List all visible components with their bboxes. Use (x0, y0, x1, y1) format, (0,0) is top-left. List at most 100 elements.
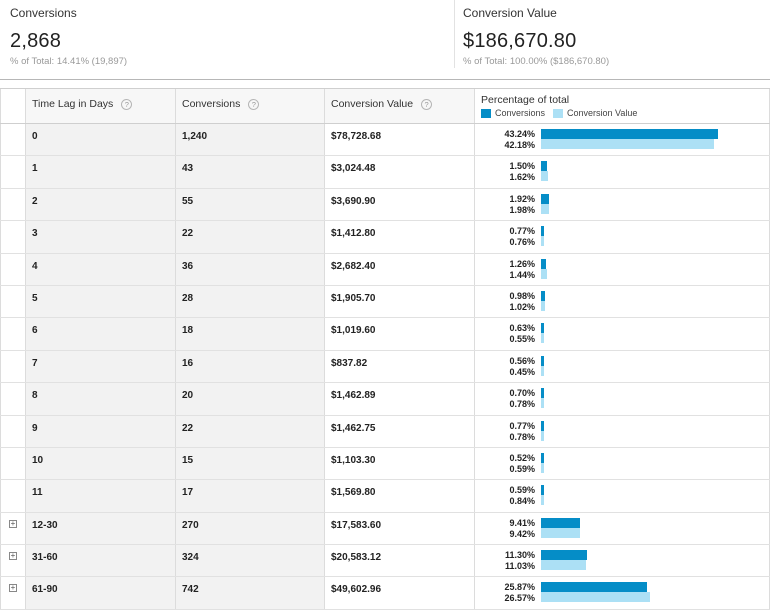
percentage-conversion-value: 0.45% (509, 366, 535, 377)
time-lag-days: 10 (32, 454, 44, 466)
percentage-conversion-value: 0.84% (509, 496, 535, 507)
table-row: 2 55 $3,690.90 1.92% 1.98% (0, 188, 770, 222)
expand-row-icon[interactable]: + (9, 583, 17, 593)
percentage-cell: 1.92% 1.98% (475, 188, 770, 221)
percentage-values: 43.24% 42.18% (475, 129, 535, 151)
time-lag-days: 0 (32, 131, 38, 142)
bar-conversions (541, 452, 544, 463)
conversions-count-cell: 43 (176, 156, 325, 188)
conversion-value-cell: $17,583.60 (325, 512, 475, 545)
bar-conversion-value (541, 560, 587, 571)
table-row: 8 20 $1,462.89 0.70% 0.78% (0, 383, 770, 416)
table-row: +12-30 270 $17,583.60 9.41% 9.42% (0, 512, 770, 546)
time-lag-days-cell: 11 (26, 480, 176, 512)
row-expand-cell (0, 221, 26, 253)
conversions-count: 55 (182, 195, 194, 207)
conversion-value-cell: $1,462.89 (325, 383, 475, 415)
percentage-conversions: 0.56% (509, 355, 535, 366)
bar-conversions (541, 420, 545, 431)
conversion-value-cell: $1,462.75 (325, 415, 475, 447)
expand-row-icon[interactable]: + (9, 551, 17, 561)
conversions-count: 22 (182, 228, 194, 240)
conversions-count: 28 (182, 292, 194, 304)
conversion-value-cell: $49,602.96 (325, 577, 475, 609)
time-lag-days: 11 (32, 487, 43, 499)
conversions-count: 15 (182, 454, 194, 466)
bar-conversion-value (541, 365, 544, 376)
percentage-values: 0.63% 0.55% (475, 323, 535, 345)
column-header-conversions[interactable]: Conversions ? (176, 89, 325, 123)
conversion-value-cell: $3,024.48 (325, 156, 475, 188)
percentage-conversions: 9.41% (509, 517, 535, 528)
help-icon[interactable]: ? (248, 98, 260, 110)
percentage-conversion-value: 0.78% (509, 431, 535, 442)
conversion-value: $3,024.48 (331, 163, 376, 175)
percentage-conversion-value: 0.59% (509, 463, 535, 474)
column-header-conversion-value[interactable]: Conversion Value ? (325, 89, 475, 123)
bar-conversion-value (541, 333, 544, 344)
table-body: 0 1,240 $78,728.68 43.24% 42.18% 1 43 $3,024.48… (0, 124, 770, 610)
conversion-value-cell: $3,690.90 (325, 188, 475, 221)
column-header-time-lag[interactable]: Time Lag in Days ? (26, 89, 176, 123)
time-lag-days-cell: 0 (26, 124, 176, 156)
conversions-count: 18 (182, 325, 194, 337)
table-header: Time Lag in Days ? Conversions ? Convers… (0, 89, 770, 124)
bar-conversion-value (541, 495, 545, 506)
percentage-cell: 0.52% 0.59% (475, 447, 770, 480)
row-expand-cell: + (0, 512, 26, 545)
conversion-value: $3,690.90 (331, 195, 376, 207)
help-icon[interactable]: ? (421, 98, 433, 110)
percentage-values: 0.98% 1.02% (475, 291, 535, 313)
conversions-count-cell: 17 (176, 480, 325, 512)
bar-conversions (541, 258, 547, 269)
percentage-values: 0.56% 0.45% (475, 356, 535, 378)
conversion-value-cell: $837.82 (325, 350, 475, 383)
percentage-conversions: 0.63% (509, 323, 535, 334)
row-expand-cell (0, 447, 26, 480)
percentage-cell: 0.77% 0.76% (475, 221, 770, 253)
percentage-conversion-value: 26.57% (504, 593, 535, 604)
row-expand-cell (0, 383, 26, 415)
conversions-count-cell: 22 (176, 221, 325, 253)
bar-conversions (541, 355, 544, 366)
percentage-cell: 1.26% 1.44% (475, 253, 770, 285)
expand-row-icon[interactable]: + (9, 518, 17, 528)
time-lag-days: 61-90 (32, 584, 58, 596)
percentage-values: 9.41% 9.42% (475, 518, 535, 540)
column-header-time-lag-label: Time Lag in Days (32, 98, 114, 110)
percentage-conversions: 1.50% (509, 161, 535, 172)
time-lag-days-cell: 3 (26, 221, 176, 253)
percentage-conversion-value: 1.44% (509, 269, 535, 280)
row-expand-cell (0, 285, 26, 318)
percentage-cell: 25.87% 26.57% (475, 577, 770, 609)
legend-swatch-conversions (481, 108, 491, 118)
conversions-count-cell: 20 (176, 383, 325, 415)
time-lag-days-cell: 4 (26, 253, 176, 285)
conversion-value: $17,583.60 (331, 519, 382, 531)
time-lag-days-cell: 1 (26, 156, 176, 188)
conversion-value-scorecard-value: $186,670.80 (463, 30, 577, 52)
bar-conversions (541, 550, 588, 561)
percentage-values: 0.59% 0.84% (475, 485, 535, 507)
percentage-cell: 0.77% 0.78% (475, 415, 770, 447)
time-lag-days: 2 (32, 195, 38, 207)
help-icon[interactable]: ? (121, 98, 133, 110)
table-row: 5 28 $1,905.70 0.98% 1.02% (0, 285, 770, 319)
conversions-count: 16 (182, 357, 194, 369)
percentage-values: 1.50% 1.62% (475, 161, 535, 183)
percentage-conversion-value: 0.78% (509, 399, 535, 410)
conversion-value: $1,905.70 (331, 292, 376, 304)
time-lag-days: 4 (32, 260, 38, 272)
conversions-count-cell: 16 (176, 350, 325, 383)
time-lag-days: 7 (32, 357, 38, 369)
bar-conversions (541, 323, 544, 334)
conversions-count: 742 (182, 584, 199, 596)
time-lag-days-cell: 8 (26, 383, 176, 415)
table-row: 9 22 $1,462.75 0.77% 0.78% (0, 415, 770, 448)
conversions-count-cell: 742 (176, 577, 325, 609)
row-expand-cell: + (0, 545, 26, 577)
bar-conversion-value (541, 592, 650, 603)
time-lag-days: 12-30 (32, 519, 58, 531)
percentage-conversions: 0.98% (509, 290, 535, 301)
time-lag-days-cell: 31-60 (26, 545, 176, 577)
